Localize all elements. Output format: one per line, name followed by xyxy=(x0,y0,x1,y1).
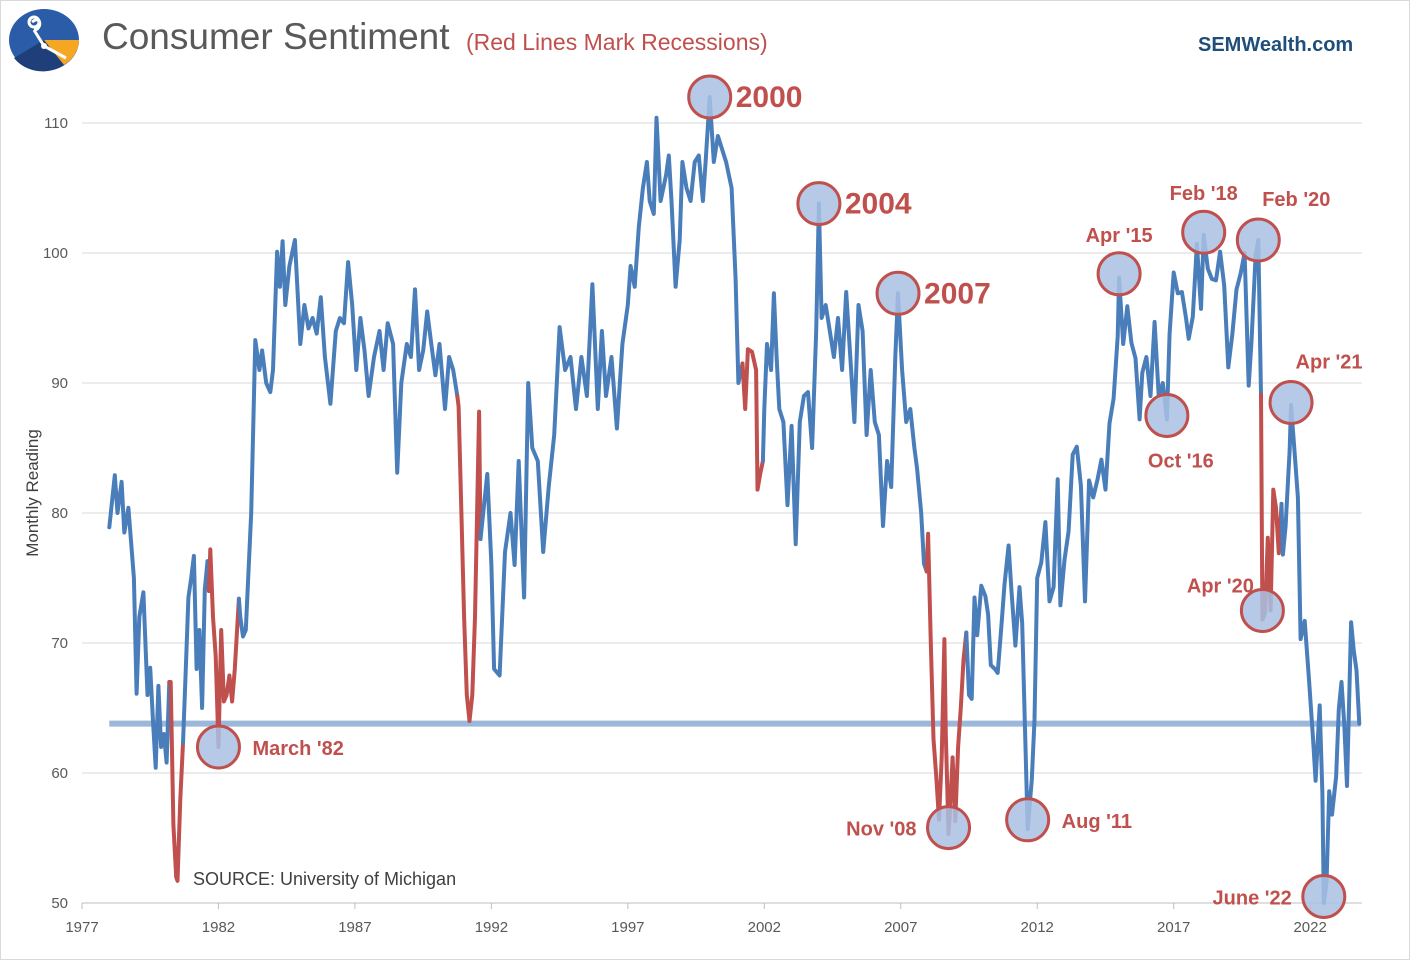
annotation-label: 2007 xyxy=(924,277,991,310)
source-note: SOURCE: University of Michigan xyxy=(193,869,456,889)
annotation-label: Feb '18 xyxy=(1170,183,1238,205)
x-tick-label: 1977 xyxy=(65,919,98,936)
series-lines xyxy=(107,95,1362,905)
annotation-circle xyxy=(1005,797,1051,843)
annotation-circle xyxy=(926,805,972,851)
sentiment-line-segment xyxy=(478,95,745,678)
annotation-circle xyxy=(195,724,241,770)
annotation-circle xyxy=(1268,380,1314,425)
annotation-label: 2000 xyxy=(736,81,803,114)
chart-title: Consumer Sentiment xyxy=(102,16,450,57)
y-tick-label: 100 xyxy=(43,245,68,262)
annotation-circle xyxy=(1096,251,1142,297)
sentiment-line-segment xyxy=(236,238,460,639)
recession-line-segment xyxy=(167,680,185,883)
sentiment-line-segment xyxy=(181,553,211,746)
y-tick-label: 90 xyxy=(51,375,68,392)
x-tick-label: 2002 xyxy=(748,919,781,936)
y-tick-label: 60 xyxy=(51,765,68,782)
annotation-label: Apr '20 xyxy=(1187,576,1254,598)
y-tick-label: 50 xyxy=(51,895,68,912)
recession-line-segment xyxy=(206,547,241,749)
x-tick-label: 1987 xyxy=(338,919,371,936)
sentiment-line-segment xyxy=(1279,403,1362,905)
chart-subtitle: (Red Lines Mark Recessions) xyxy=(466,29,768,55)
recession-line-segment xyxy=(924,531,969,837)
site-name: SEMWealth.com xyxy=(1198,34,1354,56)
x-tick-label: 1982 xyxy=(202,919,235,936)
annotation-label: Nov '08 xyxy=(846,819,916,841)
annotation-label: 2004 xyxy=(845,188,912,221)
recession-line-segment xyxy=(1259,392,1284,622)
sentiment-line-segment xyxy=(107,473,172,770)
recession-line-segment xyxy=(455,394,483,723)
annotation-circle xyxy=(687,74,733,120)
annotation-circle xyxy=(1301,874,1347,919)
annotation-label: Apr '21 xyxy=(1296,352,1363,374)
annotation-circle xyxy=(1235,217,1281,263)
x-tick-label: 2007 xyxy=(884,919,917,936)
annotation-label: June '22 xyxy=(1213,888,1292,910)
x-tick-label: 2017 xyxy=(1157,919,1190,936)
y-axis-label: Monthly Reading xyxy=(23,429,42,557)
y-tick-label: 70 xyxy=(51,635,68,652)
annotation-circle xyxy=(796,181,842,227)
x-tick-label: 1992 xyxy=(475,919,508,936)
y-axis: 50 60 70 80 90 100 110 xyxy=(43,115,68,912)
x-tick-label: 2012 xyxy=(1021,919,1054,936)
semwealth-logo xyxy=(9,9,79,72)
x-tick-label: 1997 xyxy=(611,919,644,936)
annotation-label: Oct '16 xyxy=(1148,451,1214,473)
gridlines xyxy=(82,122,1362,904)
sentiment-line-segment xyxy=(964,232,1263,831)
annotations: March '82 2000 2004 2007 Nov '08 Aug '11 Apr '… xyxy=(195,74,1363,919)
x-axis: 1977 1982 1987 1992 1997 2002 2007 2012 2017 2022 xyxy=(65,902,1362,936)
annotation-circle xyxy=(875,270,921,316)
annotation-label: Apr '15 xyxy=(1086,225,1153,247)
y-tick-label: 80 xyxy=(51,505,68,522)
annotation-circle xyxy=(1144,393,1190,438)
annotation-label: Feb '20 xyxy=(1262,189,1330,211)
y-tick-label: 110 xyxy=(44,115,68,132)
recession-line-segment xyxy=(740,347,765,492)
annotation-circle xyxy=(1181,209,1227,255)
annotation-circle xyxy=(1239,588,1285,633)
x-tick-label: 2022 xyxy=(1293,919,1326,936)
annotation-label: March '82 xyxy=(252,738,343,760)
sentiment-line-segment xyxy=(760,201,929,574)
annotation-label: Aug '11 xyxy=(1062,811,1132,833)
